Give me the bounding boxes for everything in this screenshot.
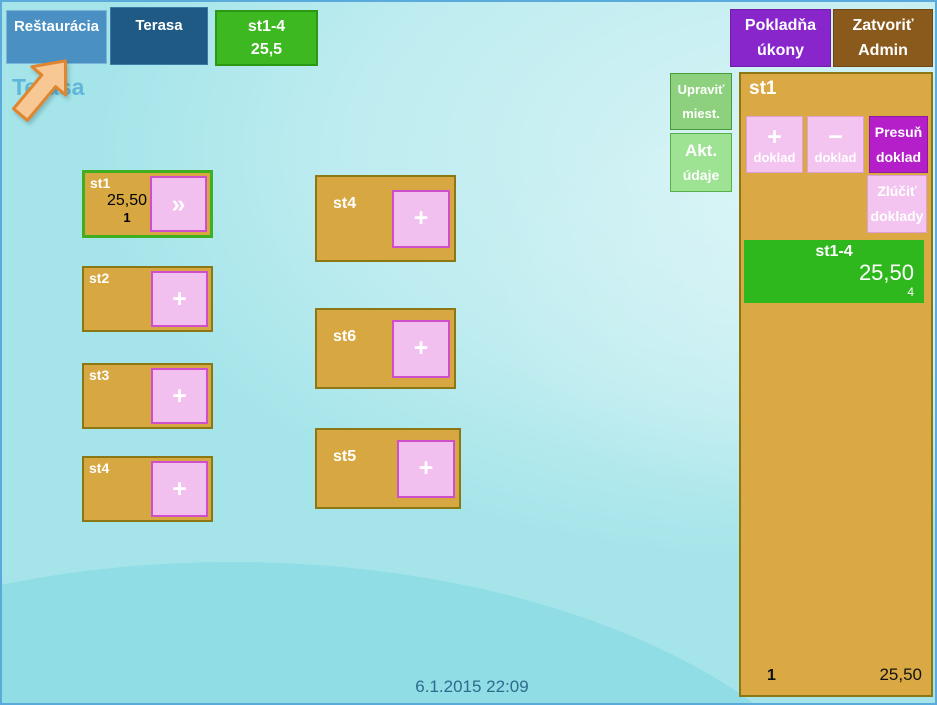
table-st6[interactable]: st6 +: [315, 308, 456, 389]
bill-amount: 25,5: [250, 41, 283, 58]
table-add-button[interactable]: +: [151, 461, 208, 517]
open-bill-row[interactable]: st1-4 25,50 4: [744, 240, 924, 303]
table-st2[interactable]: st2 +: [82, 266, 213, 332]
table-label: st3: [89, 367, 110, 383]
table-bill-count: 1: [123, 210, 131, 225]
zlucit-label-line1: Zlúčiť: [877, 183, 917, 199]
presun-doklad-button[interactable]: Presuň doklad: [869, 116, 928, 173]
tab-restauracia-label: Reštaurácia: [13, 18, 100, 35]
panel-total-amount: 25,50: [879, 665, 922, 684]
minus-icon: −: [828, 122, 843, 151]
bill-row-amount: 25,50: [858, 260, 914, 285]
table-label: st4: [89, 460, 110, 476]
open-bill-button[interactable]: st1-4 25,5: [215, 10, 318, 66]
zatvorit-label-line1: Zatvoriť: [852, 17, 914, 34]
panel-total-count: 1: [767, 667, 776, 684]
presun-label-line1: Presuň: [874, 123, 923, 140]
upravit-label-line1: Upraviť: [677, 81, 725, 97]
table-bill-amount: 25,50: [106, 192, 148, 209]
table-st3[interactable]: st3 +: [82, 363, 213, 429]
zatvorit-label-line2: Admin: [858, 42, 908, 59]
zlucit-doklady-button[interactable]: Zlúčiť doklady: [867, 175, 927, 233]
table-label: st2: [89, 270, 110, 286]
pointer-arrow-icon: [12, 59, 68, 122]
add-doklad-label: doklad: [753, 149, 796, 165]
add-doklad-button[interactable]: + doklad: [746, 116, 803, 173]
plus-icon: +: [767, 122, 782, 151]
tab-terasa-label: Terasa: [135, 17, 183, 34]
akt-udaje-button[interactable]: Akt. údaje: [670, 133, 732, 192]
presun-label-line2: doklad: [875, 148, 922, 165]
table-label: st1: [90, 175, 111, 191]
panel-table-title: st1: [749, 78, 777, 99]
tab-terasa[interactable]: Terasa: [110, 7, 208, 65]
table-st5[interactable]: st5 +: [315, 428, 461, 509]
table-label: st4: [333, 195, 357, 212]
order-panel: st1 + doklad − doklad Presuň doklad Zlúč…: [739, 72, 933, 697]
zatvorit-admin-button[interactable]: Zatvoriť Admin: [833, 9, 933, 67]
upravit-label-line2: miest.: [682, 105, 720, 121]
table-add-button[interactable]: +: [151, 271, 208, 327]
table-add-button[interactable]: +: [151, 368, 208, 424]
table-open-bill-info: 25,50 1: [99, 192, 155, 225]
bill-name: st1-4: [247, 18, 286, 35]
pokladna-label-line1: Pokladňa: [744, 17, 817, 34]
upravit-miest-button[interactable]: Upraviť miest.: [670, 73, 732, 130]
table-add-button[interactable]: +: [392, 189, 450, 248]
akt-label-line1: Akt.: [684, 140, 718, 160]
bill-row-count: 4: [907, 285, 914, 299]
table-st4-middle[interactable]: st4 +: [315, 175, 456, 262]
table-add-button[interactable]: +: [392, 319, 450, 378]
pokladna-label-line2: úkony: [756, 42, 805, 59]
table-st1[interactable]: st1 25,50 1 »: [82, 170, 213, 238]
table-label: st6: [333, 328, 357, 345]
zlucit-label-line2: doklady: [870, 208, 924, 224]
akt-label-line2: údaje: [682, 166, 720, 183]
table-label: st5: [333, 448, 357, 465]
table-open-button[interactable]: »: [150, 176, 207, 232]
status-datetime: 6.1.2015 22:09: [415, 677, 529, 696]
table-st4-left[interactable]: st4 +: [82, 456, 213, 522]
remove-doklad-button[interactable]: − doklad: [807, 116, 864, 173]
remove-doklad-label: doklad: [814, 149, 857, 165]
pokladna-ukony-button[interactable]: Pokladňa úkony: [730, 9, 831, 67]
bill-row-name: st1-4: [815, 243, 853, 260]
table-add-button[interactable]: +: [397, 439, 455, 498]
